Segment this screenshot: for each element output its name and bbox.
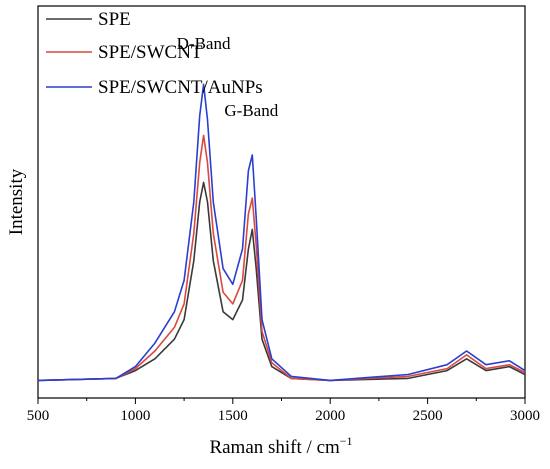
- x-tick-label-1000: 1000: [120, 408, 150, 424]
- annotation-d-band: D-Band: [177, 34, 231, 53]
- x-tick-label-500: 500: [27, 408, 50, 424]
- series-layer: [37, 83, 526, 382]
- y-axis-label: Intensity: [6, 168, 27, 235]
- series-line-spe-swcnt-aunps: [37, 83, 526, 382]
- legend-label-spe: SPE: [98, 9, 131, 30]
- series-line-spe-swcnt: [37, 134, 526, 382]
- x-tick-label-2000: 2000: [315, 408, 345, 424]
- legend-label-spe-swcnt-aunps: SPE/SWCNT/AuNPs: [98, 77, 263, 98]
- plot-frame: [37, 5, 526, 399]
- legend-label-spe-swcnt: SPE/SWCNT: [98, 42, 203, 63]
- x-axis-ticks: 500 1000 1500 2000 2500 3000: [27, 398, 540, 424]
- legend: SPE SPE/SWCNT SPE/SWCNT/AuNPs: [46, 9, 263, 98]
- x-axis-label: Raman shift / cm−1: [209, 434, 352, 458]
- x-tick-label-3000: 3000: [510, 408, 540, 424]
- series-line-spe: [37, 181, 526, 382]
- x-tick-label-2500: 2500: [413, 408, 443, 424]
- x-tick-label-1500: 1500: [218, 408, 248, 424]
- annotation-g-band: G-Band: [224, 101, 278, 120]
